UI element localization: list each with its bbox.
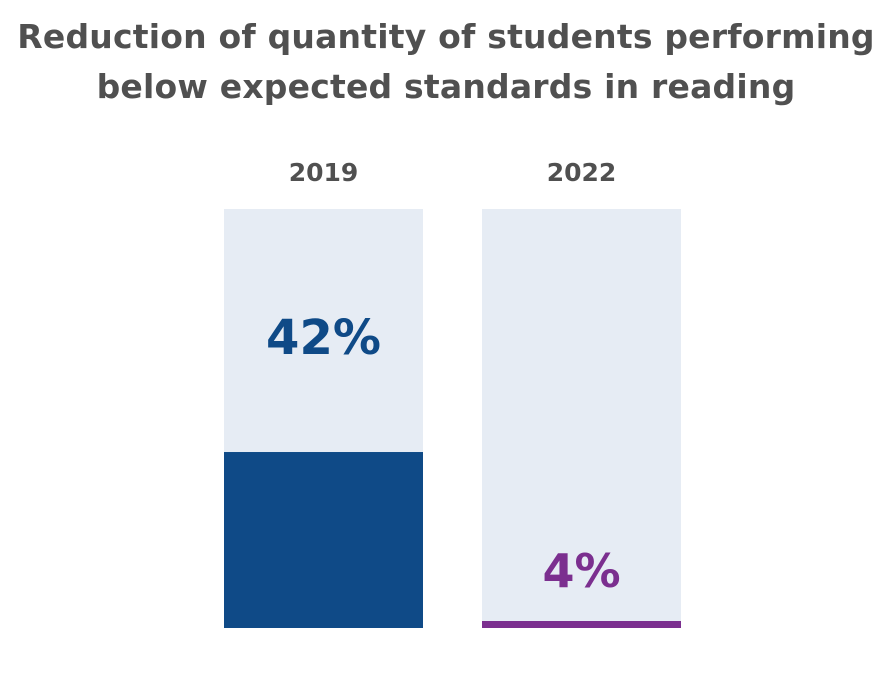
bar-2022: [482, 621, 681, 628]
chart-title: Reduction of quantity of students perfor…: [0, 12, 892, 112]
value-label-2019: 42%: [266, 310, 381, 366]
value-label-2022: 4%: [542, 544, 620, 598]
year-label-2019: 2019: [289, 158, 359, 187]
bar-track-2022: [482, 209, 681, 628]
chart-title-line-1: Reduction of quantity of students perfor…: [17, 17, 875, 56]
bar-2019: [224, 452, 423, 628]
chart-title-line-2: below expected standards in reading: [96, 67, 796, 106]
year-label-2022: 2022: [547, 158, 617, 187]
